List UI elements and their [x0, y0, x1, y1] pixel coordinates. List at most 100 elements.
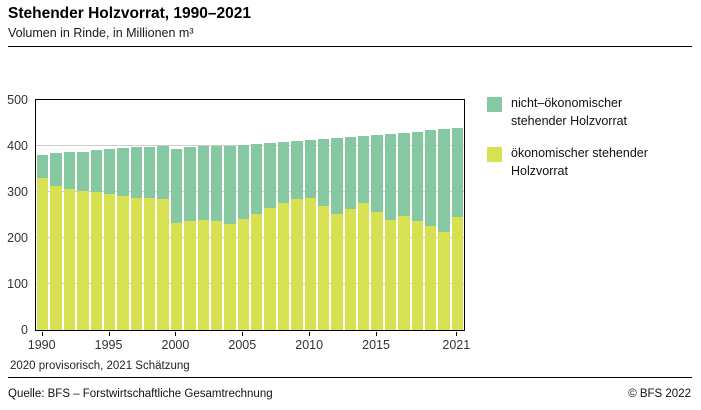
bar-2000 [170, 100, 183, 330]
bar-2015 [371, 100, 383, 330]
bar-segment [371, 134, 383, 212]
gridline [36, 191, 464, 192]
bar-segment [50, 186, 62, 330]
x-axis-tick [108, 332, 110, 336]
x-axis-label: 2021 [442, 338, 471, 352]
bar-segment [451, 128, 463, 218]
y-axis-label: 400 [7, 139, 28, 153]
bar-segment [398, 216, 410, 330]
bar-segment [304, 197, 316, 330]
bar-2016 [384, 100, 397, 330]
bar-segment [277, 203, 290, 330]
bar-2007 [264, 100, 276, 330]
bar-segment [197, 219, 209, 330]
bar-segment [291, 140, 303, 200]
bar-1991 [50, 100, 62, 330]
y-axis-label: 200 [7, 231, 28, 245]
bar-segment [384, 219, 397, 330]
bar-segment [411, 220, 423, 330]
bar-segment [170, 223, 183, 330]
bar-segment [224, 145, 236, 224]
bar-segment [424, 225, 437, 330]
x-axis-label: 1995 [94, 338, 123, 352]
legend-swatch [487, 147, 502, 162]
plot-area [35, 99, 465, 331]
bar-segment [210, 221, 223, 330]
copyright-text: © BFS 2022 [628, 388, 691, 400]
y-axis-label: 500 [7, 93, 28, 107]
x-axis-tick [309, 332, 311, 336]
bar-segment [77, 151, 89, 192]
bar-1990 [37, 100, 49, 330]
bar-segment [277, 142, 290, 204]
bar-segment [144, 146, 156, 199]
bar-2017 [398, 100, 410, 330]
gridline [36, 283, 464, 284]
y-axis: 0 100 200 300 400 500 [0, 93, 31, 337]
x-axis-tick [376, 332, 378, 336]
bar-segment [144, 198, 156, 330]
bar-segment [224, 223, 236, 330]
page-title: Stehender Holzvorrat, 1990–2021 [8, 5, 251, 22]
bar-segment [37, 178, 49, 330]
bar-segment [331, 137, 343, 215]
bar-2003 [210, 100, 223, 330]
bar-2004 [224, 100, 236, 330]
x-axis-tick [41, 332, 43, 336]
y-axis-label: 100 [7, 277, 28, 291]
bar-2001 [184, 100, 196, 330]
legend-label: ökonomischer stehender Holzvorrat [511, 146, 648, 178]
bar-1998 [144, 100, 156, 330]
bar-segment [90, 150, 102, 192]
bar-segment [304, 140, 316, 198]
x-axis-label: 2000 [161, 338, 190, 352]
bar-1997 [130, 100, 142, 330]
bar-segment [90, 192, 102, 330]
page-subtitle: Volumen in Rinde, in Millionen m³ [8, 26, 194, 40]
bar-2005 [237, 100, 249, 330]
bar-segment [424, 130, 437, 226]
x-axis: 1990 1995 2000 2005 2010 2015 2021 [28, 331, 470, 357]
bar-segment [264, 208, 276, 330]
bar-1995 [103, 100, 116, 330]
footer-divider [8, 377, 692, 378]
bar-segment [237, 218, 249, 330]
bar-segment [344, 136, 356, 210]
source-text: Quelle: BFS – Forstwirtschaftliche Gesam… [8, 388, 273, 400]
bar-segment [184, 221, 196, 330]
bar-2002 [197, 100, 209, 330]
gridline [36, 237, 464, 238]
bar-segment [344, 209, 356, 330]
bar-segment [358, 202, 370, 330]
header-divider [8, 46, 692, 47]
bar-segment [63, 189, 76, 330]
bar-segment [197, 146, 209, 220]
gridline [36, 145, 464, 146]
bar-segment [237, 145, 249, 219]
bar-segment [358, 135, 370, 203]
legend: nicht–ökonomischer stehender Holzvorrat ö… [487, 95, 692, 180]
bar-segment [438, 129, 450, 233]
bar-1999 [157, 100, 169, 330]
x-axis-tick [456, 332, 458, 336]
bar-2020 [438, 100, 450, 330]
footnote: 2020 provisorisch, 2021 Schätzung [10, 360, 190, 372]
bar-2011 [317, 100, 330, 330]
bar-segment [411, 131, 423, 221]
bar-1992 [63, 100, 76, 330]
bar-2019 [424, 100, 437, 330]
bar-segment [184, 147, 196, 222]
legend-item: ökonomischer stehender Holzvorrat [487, 145, 692, 180]
bar-segment [317, 205, 330, 330]
bar-1993 [77, 100, 89, 330]
bar-segment [103, 193, 116, 330]
bar-segment [117, 196, 129, 330]
bar-2008 [277, 100, 290, 330]
x-axis-label: 1990 [27, 338, 56, 352]
bar-segment [157, 198, 169, 330]
bar-segment [317, 138, 330, 206]
bar-segment [438, 232, 450, 330]
bar-segment [371, 211, 383, 330]
bar-segment [398, 132, 410, 217]
bar-segment [117, 148, 129, 197]
